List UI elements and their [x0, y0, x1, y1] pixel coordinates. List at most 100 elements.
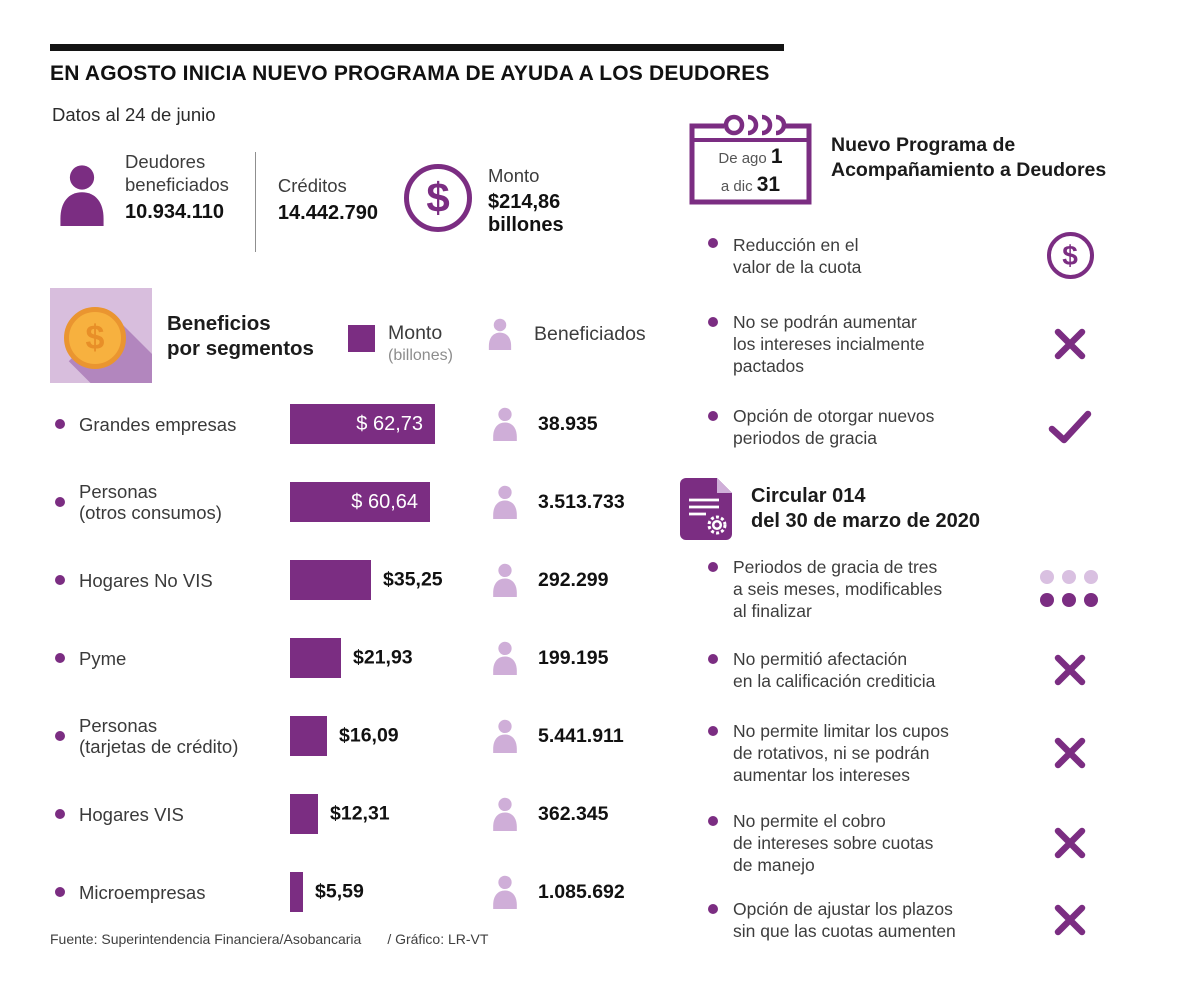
bullet-icon — [55, 731, 65, 741]
segment-row: Hogares VIS $12,31 $12,31 362.345 — [50, 794, 609, 834]
bullet-icon — [708, 317, 718, 327]
cross-icon — [1052, 902, 1088, 938]
item-text: Reducción en el valor de la cuota — [733, 234, 862, 277]
monto-value: $ 60,64 — [351, 490, 418, 513]
beneficiados-value: 199.195 — [538, 646, 609, 669]
calendar-to-day: 31 — [756, 173, 781, 196]
program-header: De ago 1 a dic 31 Nuevo Programa de Acom… — [688, 110, 1106, 206]
bullet-icon — [708, 904, 718, 914]
segment-label: Grandes empresas — [79, 413, 237, 435]
stat-monto: $ Monto $214,86 billones — [404, 150, 564, 237]
cross-icon — [1052, 735, 1088, 771]
top-rule — [50, 44, 784, 51]
stat-value: $214,86 — [488, 191, 561, 213]
legend-label: Beneficiados — [534, 322, 646, 345]
list-item: Reducción en el valor de la cuota $ — [708, 232, 1110, 279]
beneficiados-value: 362.345 — [538, 802, 609, 825]
monto-value: $16,09 — [339, 724, 399, 747]
list-item: No permite el cobro de intereses sobre c… — [708, 810, 1110, 876]
footer: Fuente: Superintendencia Financiera/Asob… — [50, 931, 488, 947]
legend-label: Monto — [388, 322, 443, 344]
segment-label: Hogares No VIS — [79, 569, 213, 591]
person-icon — [490, 641, 520, 675]
monto-value: $ 62,73 — [356, 412, 423, 435]
bullet-icon — [708, 726, 718, 736]
segment-row: Hogares No VIS $35,25 $35,25 292.299 — [50, 560, 609, 600]
document-icon — [680, 478, 732, 540]
item-text: Opción de ajustar los plazos sin que las… — [733, 899, 956, 941]
monto-value: $35,25 — [383, 568, 443, 591]
dots-icon — [1038, 568, 1102, 610]
segment-label: Hogares VIS — [79, 803, 184, 825]
dollar-circle-icon: $ — [404, 164, 472, 232]
segment-label: Personas (tarjetas de crédito) — [79, 715, 239, 757]
item-text: No permite limitar los cupos de rotativo… — [733, 721, 949, 785]
segment-row: Pyme $21,93 $21,93 199.195 — [50, 638, 609, 678]
circular-items: Periodos de gracia de tres a seis meses,… — [708, 556, 1110, 942]
bullet-icon — [55, 887, 65, 897]
item-text: Opción de otorgar nuevos periodos de gra… — [733, 406, 935, 448]
bullet-icon — [55, 419, 65, 429]
bullet-icon — [708, 411, 718, 421]
segment-label: Microempresas — [79, 881, 206, 903]
bullet-icon — [708, 654, 718, 664]
bullet-icon — [55, 575, 65, 585]
program-title: Nuevo Programa de Acompañamiento a Deudo… — [831, 134, 1107, 181]
segment-label: Pyme — [79, 647, 127, 669]
segments-title: Beneficios por segmentos — [167, 311, 314, 360]
monto-bar: $12,31 — [290, 794, 318, 834]
circular-title: Circular 014 del 30 de marzo de 2020 — [751, 485, 981, 532]
monto-bar: $35,25 — [290, 560, 371, 600]
cross-icon — [1052, 652, 1088, 688]
item-text: No se podrán aumentar los intereses inci… — [733, 312, 925, 376]
list-item: Opción de otorgar nuevos periodos de gra… — [708, 405, 1110, 449]
beneficiados-value: 5.441.911 — [538, 724, 624, 747]
stat-value: 10.934.110 — [125, 201, 224, 223]
segment-row: Personas (tarjetas de crédito) $16,09 $1… — [50, 715, 624, 757]
bullet-icon — [55, 809, 65, 819]
bullet-icon — [708, 816, 718, 826]
segment-label: Personas (otros consumos) — [79, 481, 222, 523]
stat-label: Monto — [488, 165, 540, 186]
monto-swatch-icon — [348, 325, 375, 352]
coin-dollar-icon: $ — [50, 288, 152, 383]
stat-label: Créditos — [277, 175, 347, 196]
calendar-frame-icon — [689, 112, 812, 205]
dollar-circle-icon: $ — [1046, 232, 1094, 279]
person-icon — [486, 318, 514, 350]
calendar-icon: De ago 1 a dic 31 — [688, 110, 813, 206]
monto-value: $21,93 — [353, 646, 413, 669]
calendar-from-label: De ago — [718, 150, 771, 167]
segment-row: Microempresas $5,59 $5,59 1.085.692 — [50, 872, 625, 912]
source-text: Fuente: Superintendencia Financiera/Asob… — [50, 931, 362, 947]
calendar-dates: De ago 1 a dic 31 — [688, 144, 813, 200]
person-icon — [490, 797, 520, 831]
list-item: No permitió afectación en la calificació… — [708, 648, 1110, 692]
page-title: EN AGOSTO INICIA NUEVO PROGRAMA DE AYUDA… — [50, 62, 770, 85]
legend-monto: Monto (billones) — [348, 322, 453, 365]
person-icon — [55, 164, 109, 226]
monto-bar: $ 62,73 — [290, 404, 435, 444]
cross-icon — [1052, 825, 1088, 861]
list-item: No permite limitar los cupos de rotativo… — [708, 720, 1110, 786]
person-icon — [490, 719, 520, 753]
circular-header: Circular 014 del 30 de marzo de 2020 — [676, 476, 980, 542]
monto-bar: $16,09 — [290, 716, 327, 756]
segments-header: $ Beneficios por segmentos — [50, 288, 314, 383]
credit-text: / Gráfico: LR-VT — [387, 931, 489, 947]
person-icon — [490, 485, 520, 519]
bullet-icon — [708, 562, 718, 572]
monto-value: $5,59 — [315, 880, 364, 903]
beneficiados-value: 3.513.733 — [538, 490, 625, 513]
bullet-icon — [708, 238, 718, 248]
stat-label: Deudores beneficiados — [125, 151, 229, 195]
monto-bar: $5,59 — [290, 872, 303, 912]
person-icon — [490, 875, 520, 909]
monto-bar: $21,93 — [290, 638, 341, 678]
beneficiados-value: 1.085.692 — [538, 880, 625, 903]
person-icon — [490, 407, 520, 441]
person-icon — [490, 563, 520, 597]
stat-value: 14.442.790 — [277, 202, 378, 224]
item-text: No permitió afectación en la calificació… — [733, 649, 936, 691]
